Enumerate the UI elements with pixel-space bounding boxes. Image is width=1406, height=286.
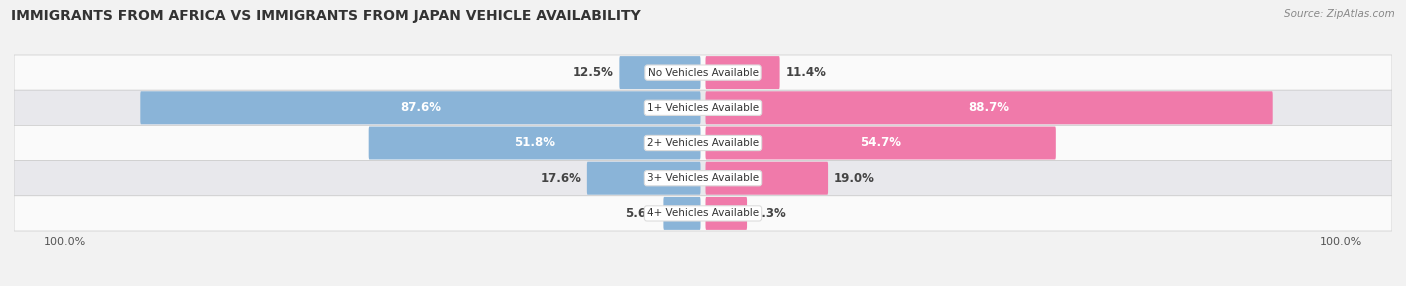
FancyBboxPatch shape <box>14 55 1392 90</box>
Text: 12.5%: 12.5% <box>572 66 613 79</box>
Text: IMMIGRANTS FROM AFRICA VS IMMIGRANTS FROM JAPAN VEHICLE AVAILABILITY: IMMIGRANTS FROM AFRICA VS IMMIGRANTS FRO… <box>11 9 641 23</box>
FancyBboxPatch shape <box>14 161 1392 196</box>
FancyBboxPatch shape <box>706 91 1272 124</box>
Text: 88.7%: 88.7% <box>969 101 1010 114</box>
FancyBboxPatch shape <box>14 90 1392 125</box>
Text: 2+ Vehicles Available: 2+ Vehicles Available <box>647 138 759 148</box>
Text: 19.0%: 19.0% <box>834 172 875 185</box>
FancyBboxPatch shape <box>706 56 779 89</box>
Text: 11.4%: 11.4% <box>786 66 827 79</box>
Text: 51.8%: 51.8% <box>515 136 555 150</box>
FancyBboxPatch shape <box>368 126 700 160</box>
FancyBboxPatch shape <box>664 197 700 230</box>
Text: 4+ Vehicles Available: 4+ Vehicles Available <box>647 208 759 219</box>
FancyBboxPatch shape <box>14 196 1392 231</box>
Text: 5.6%: 5.6% <box>624 207 658 220</box>
FancyBboxPatch shape <box>706 126 1056 160</box>
Text: 1+ Vehicles Available: 1+ Vehicles Available <box>647 103 759 113</box>
Text: 17.6%: 17.6% <box>540 172 581 185</box>
FancyBboxPatch shape <box>14 125 1392 161</box>
FancyBboxPatch shape <box>706 162 828 195</box>
Text: No Vehicles Available: No Vehicles Available <box>648 67 758 78</box>
Text: 54.7%: 54.7% <box>860 136 901 150</box>
FancyBboxPatch shape <box>586 162 700 195</box>
Text: 6.3%: 6.3% <box>752 207 786 220</box>
Text: 87.6%: 87.6% <box>399 101 441 114</box>
Text: Source: ZipAtlas.com: Source: ZipAtlas.com <box>1284 9 1395 19</box>
FancyBboxPatch shape <box>141 91 700 124</box>
Text: 3+ Vehicles Available: 3+ Vehicles Available <box>647 173 759 183</box>
FancyBboxPatch shape <box>706 197 747 230</box>
FancyBboxPatch shape <box>620 56 700 89</box>
